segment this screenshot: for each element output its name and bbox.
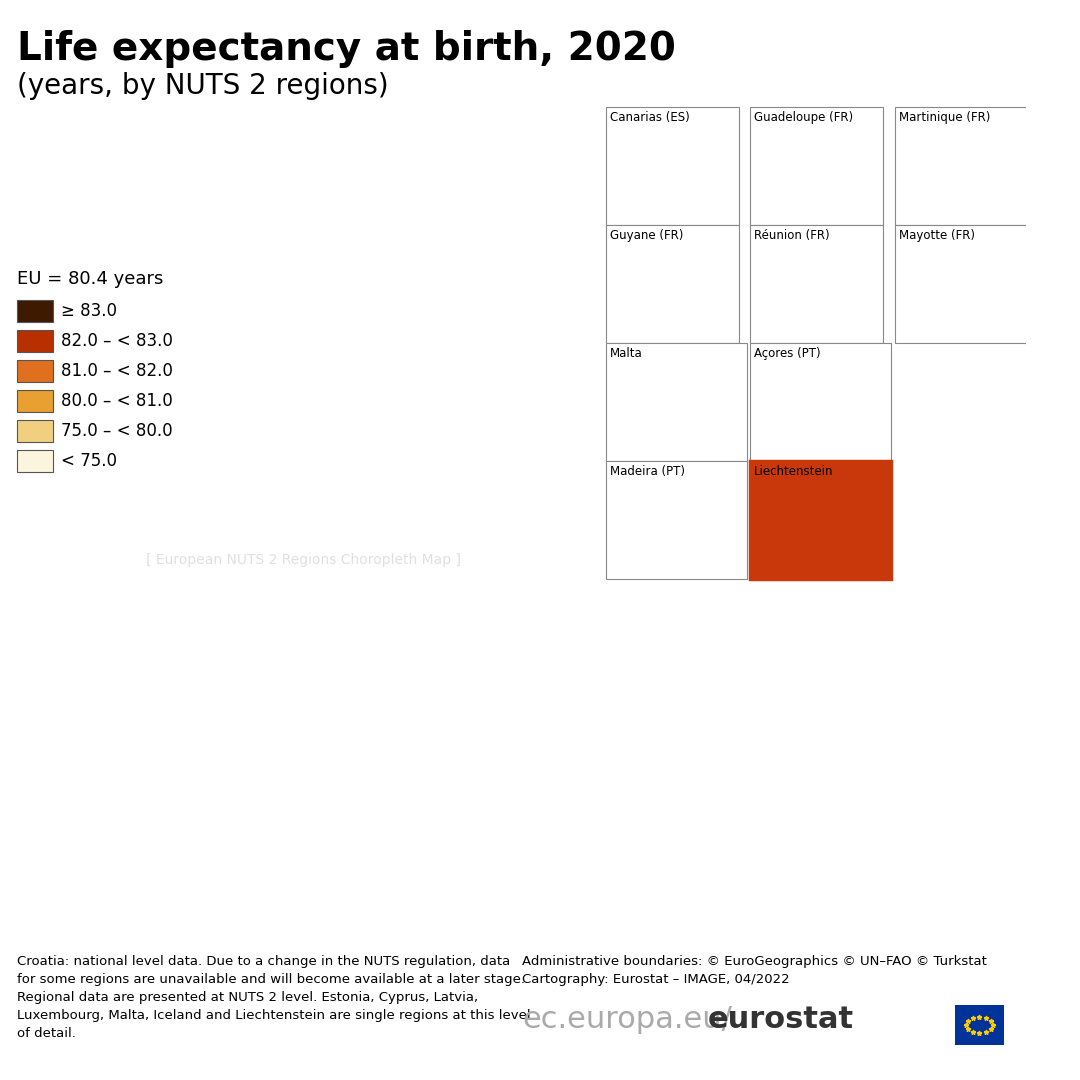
Text: Réunion (FR): Réunion (FR) — [754, 229, 829, 242]
Text: ec.europa.eu/: ec.europa.eu/ — [523, 1005, 732, 1034]
Text: (years, by NUTS 2 regions): (years, by NUTS 2 regions) — [17, 72, 389, 100]
Text: 80.0 – < 81.0: 80.0 – < 81.0 — [60, 392, 173, 410]
Bar — [17, 420, 53, 442]
Text: ≥ 83.0: ≥ 83.0 — [60, 302, 117, 320]
Bar — [17, 330, 53, 352]
Text: 81.0 – < 82.0: 81.0 – < 82.0 — [60, 362, 173, 380]
Text: < 75.0: < 75.0 — [60, 453, 117, 470]
Bar — [751, 461, 891, 579]
Text: Madeira (PT): Madeira (PT) — [610, 465, 685, 478]
Text: 82.0 – < 83.0: 82.0 – < 83.0 — [60, 332, 173, 350]
Text: Guyane (FR): Guyane (FR) — [610, 229, 684, 242]
Bar — [17, 300, 53, 322]
Text: Mayotte (FR): Mayotte (FR) — [899, 229, 974, 242]
Text: Martinique (FR): Martinique (FR) — [899, 111, 990, 124]
Bar — [751, 225, 883, 343]
Text: Guadeloupe (FR): Guadeloupe (FR) — [754, 111, 853, 124]
Bar — [751, 343, 891, 461]
Text: EU = 80.4 years: EU = 80.4 years — [17, 270, 163, 288]
Bar — [606, 343, 746, 461]
Text: Life expectancy at birth, 2020: Life expectancy at birth, 2020 — [17, 30, 676, 68]
Text: Açores (PT): Açores (PT) — [754, 347, 821, 360]
Bar — [0, 100, 1026, 970]
Text: Croatia: national level data. Due to a change in the NUTS regulation, data
for s: Croatia: national level data. Due to a c… — [17, 955, 530, 1040]
Text: Malta: Malta — [610, 347, 643, 360]
Bar — [751, 107, 883, 225]
Text: Canarias (ES): Canarias (ES) — [610, 111, 689, 124]
Bar — [606, 461, 746, 579]
Bar — [895, 107, 1028, 225]
Bar — [895, 225, 1028, 343]
Text: eurostat: eurostat — [707, 1005, 854, 1034]
Bar — [606, 225, 739, 343]
Text: 75.0 – < 80.0: 75.0 – < 80.0 — [60, 422, 173, 440]
Bar — [955, 1005, 1004, 1045]
Text: Administrative boundaries: © EuroGeographics © UN–FAO © Turkstat
Cartography: Eu: Administrative boundaries: © EuroGeograp… — [523, 955, 987, 986]
Bar — [17, 450, 53, 472]
Text: Liechtenstein: Liechtenstein — [754, 465, 834, 478]
Bar — [751, 461, 891, 579]
Bar — [17, 360, 53, 382]
Text: [ European NUTS 2 Regions Choropleth Map ]: [ European NUTS 2 Regions Choropleth Map… — [147, 553, 461, 567]
Bar — [17, 390, 53, 411]
Bar — [606, 107, 739, 225]
